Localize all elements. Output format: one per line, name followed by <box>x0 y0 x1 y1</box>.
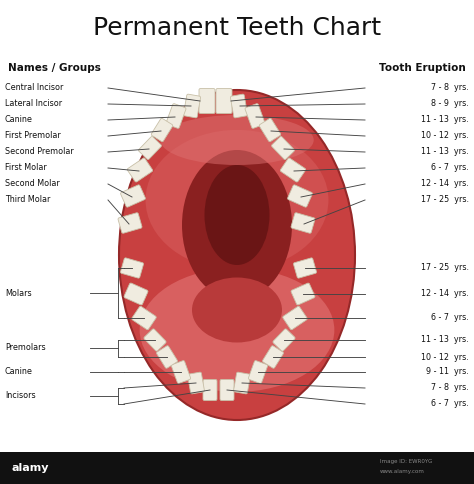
Text: 6 - 7  yrs.: 6 - 7 yrs. <box>431 164 469 172</box>
Text: Lateral Incisor: Lateral Incisor <box>5 100 62 108</box>
Text: 11 - 13  yrs.: 11 - 13 yrs. <box>421 148 469 156</box>
Text: Tooth Eruption: Tooth Eruption <box>379 63 466 73</box>
FancyBboxPatch shape <box>132 306 156 330</box>
Text: alamy: alamy <box>12 463 49 473</box>
Text: 11 - 13  yrs.: 11 - 13 yrs. <box>421 335 469 345</box>
FancyBboxPatch shape <box>230 94 247 118</box>
Text: Second Molar: Second Molar <box>5 180 60 188</box>
Text: Canine: Canine <box>5 367 33 377</box>
Text: 17 - 25  yrs.: 17 - 25 yrs. <box>421 263 469 272</box>
FancyBboxPatch shape <box>199 89 215 114</box>
FancyBboxPatch shape <box>172 361 191 383</box>
Text: Molars: Molars <box>5 288 32 298</box>
FancyBboxPatch shape <box>291 213 315 233</box>
Ellipse shape <box>204 165 270 265</box>
FancyBboxPatch shape <box>280 158 306 182</box>
FancyBboxPatch shape <box>248 361 268 383</box>
Text: 7 - 8  yrs.: 7 - 8 yrs. <box>431 84 469 92</box>
Text: First Molar: First Molar <box>5 164 47 172</box>
Text: Names / Groups: Names / Groups <box>8 63 101 73</box>
Text: 12 - 14  yrs.: 12 - 14 yrs. <box>421 289 469 299</box>
FancyBboxPatch shape <box>234 372 250 394</box>
Bar <box>0 452 474 484</box>
FancyBboxPatch shape <box>263 346 283 368</box>
FancyBboxPatch shape <box>291 283 315 305</box>
Ellipse shape <box>119 90 355 420</box>
FancyBboxPatch shape <box>293 258 317 278</box>
FancyBboxPatch shape <box>156 346 177 368</box>
Ellipse shape <box>140 268 334 392</box>
Ellipse shape <box>146 130 328 270</box>
Text: Incisors: Incisors <box>5 392 36 400</box>
Text: 6 - 7  yrs.: 6 - 7 yrs. <box>431 314 469 322</box>
FancyBboxPatch shape <box>183 94 201 118</box>
Text: 12 - 14  yrs.: 12 - 14 yrs. <box>421 180 469 188</box>
Ellipse shape <box>182 150 292 300</box>
FancyBboxPatch shape <box>220 379 234 400</box>
Text: 9 - 11  yrs.: 9 - 11 yrs. <box>426 367 469 377</box>
Text: Third Molar: Third Molar <box>5 196 50 205</box>
Text: 10 - 12  yrs.: 10 - 12 yrs. <box>421 132 469 140</box>
Ellipse shape <box>160 115 314 165</box>
Text: 17 - 25  yrs.: 17 - 25 yrs. <box>421 196 469 205</box>
FancyBboxPatch shape <box>272 136 294 160</box>
FancyBboxPatch shape <box>273 329 295 351</box>
FancyBboxPatch shape <box>245 104 265 128</box>
FancyBboxPatch shape <box>128 158 153 182</box>
FancyBboxPatch shape <box>259 118 281 142</box>
Text: www.alamy.com: www.alamy.com <box>380 469 425 474</box>
Text: Second Premolar: Second Premolar <box>5 148 74 156</box>
FancyBboxPatch shape <box>118 213 142 233</box>
Text: Permanent Teeth Chart: Permanent Teeth Chart <box>93 16 381 40</box>
Text: Image ID: EWR0YG: Image ID: EWR0YG <box>380 459 432 465</box>
FancyBboxPatch shape <box>283 306 307 330</box>
Ellipse shape <box>192 277 282 343</box>
Text: 7 - 8  yrs.: 7 - 8 yrs. <box>431 383 469 393</box>
FancyBboxPatch shape <box>120 185 146 207</box>
FancyBboxPatch shape <box>288 185 312 207</box>
FancyBboxPatch shape <box>144 329 166 351</box>
FancyBboxPatch shape <box>216 89 232 114</box>
FancyBboxPatch shape <box>203 379 217 400</box>
Text: First Premolar: First Premolar <box>5 132 61 140</box>
Text: Premolars: Premolars <box>5 344 46 352</box>
Text: 10 - 12  yrs.: 10 - 12 yrs. <box>421 352 469 362</box>
Text: Central Incisor: Central Incisor <box>5 84 64 92</box>
Text: Canine: Canine <box>5 116 33 124</box>
FancyBboxPatch shape <box>151 118 173 142</box>
FancyBboxPatch shape <box>188 372 204 394</box>
FancyBboxPatch shape <box>166 104 186 128</box>
FancyBboxPatch shape <box>124 283 148 305</box>
Text: 11 - 13  yrs.: 11 - 13 yrs. <box>421 116 469 124</box>
FancyBboxPatch shape <box>138 136 162 160</box>
FancyBboxPatch shape <box>120 258 144 278</box>
Text: 8 - 9  yrs.: 8 - 9 yrs. <box>431 100 469 108</box>
Text: 6 - 7  yrs.: 6 - 7 yrs. <box>431 399 469 408</box>
